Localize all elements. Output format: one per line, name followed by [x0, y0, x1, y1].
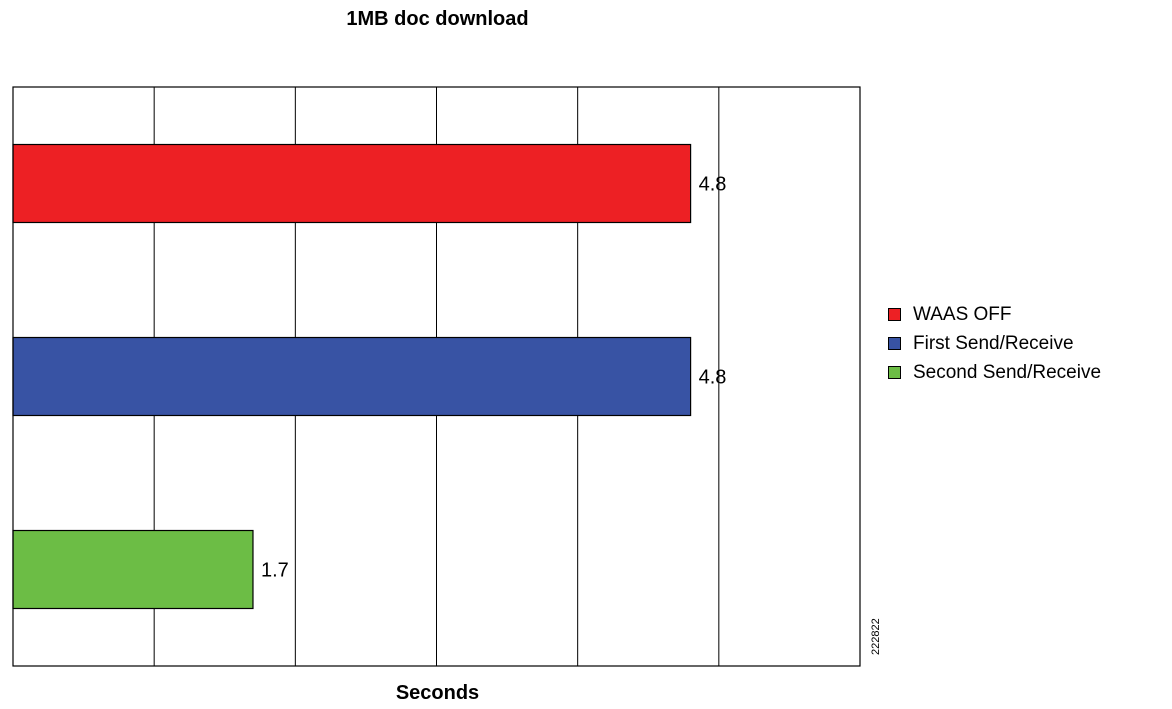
legend-label: First Send/Receive	[913, 332, 1074, 354]
legend-swatch	[888, 337, 901, 350]
legend-item-waas-off: WAAS OFF	[888, 300, 1101, 329]
bar-first-send-receive	[12, 336, 692, 417]
bars	[12, 143, 692, 610]
legend: WAAS OFF First Send/Receive Second Send/…	[888, 300, 1101, 387]
x-axis-label: Seconds	[395, 682, 480, 704]
figure-id: 222822	[870, 618, 882, 655]
data-label: 1.7	[261, 560, 289, 582]
bar-second-send-receive	[12, 529, 254, 610]
legend-swatch	[888, 366, 901, 379]
legend-swatch	[888, 308, 901, 321]
data-labels: 4.8 4.8 1.7	[261, 174, 726, 582]
legend-item-second-send-receive: Second Send/Receive	[888, 358, 1101, 387]
legend-item-first-send-receive: First Send/Receive	[888, 329, 1101, 358]
data-label: 4.8	[699, 367, 727, 389]
legend-label: WAAS OFF	[913, 303, 1012, 325]
legend-label: Second Send/Receive	[913, 361, 1102, 383]
plot-frame	[12, 86, 861, 667]
bar-chart: 4.8 4.8 1.7	[12, 86, 861, 667]
bar-waas-off	[12, 143, 692, 224]
data-label: 4.8	[699, 174, 727, 196]
chart-title: 1MB doc download	[346, 8, 529, 30]
